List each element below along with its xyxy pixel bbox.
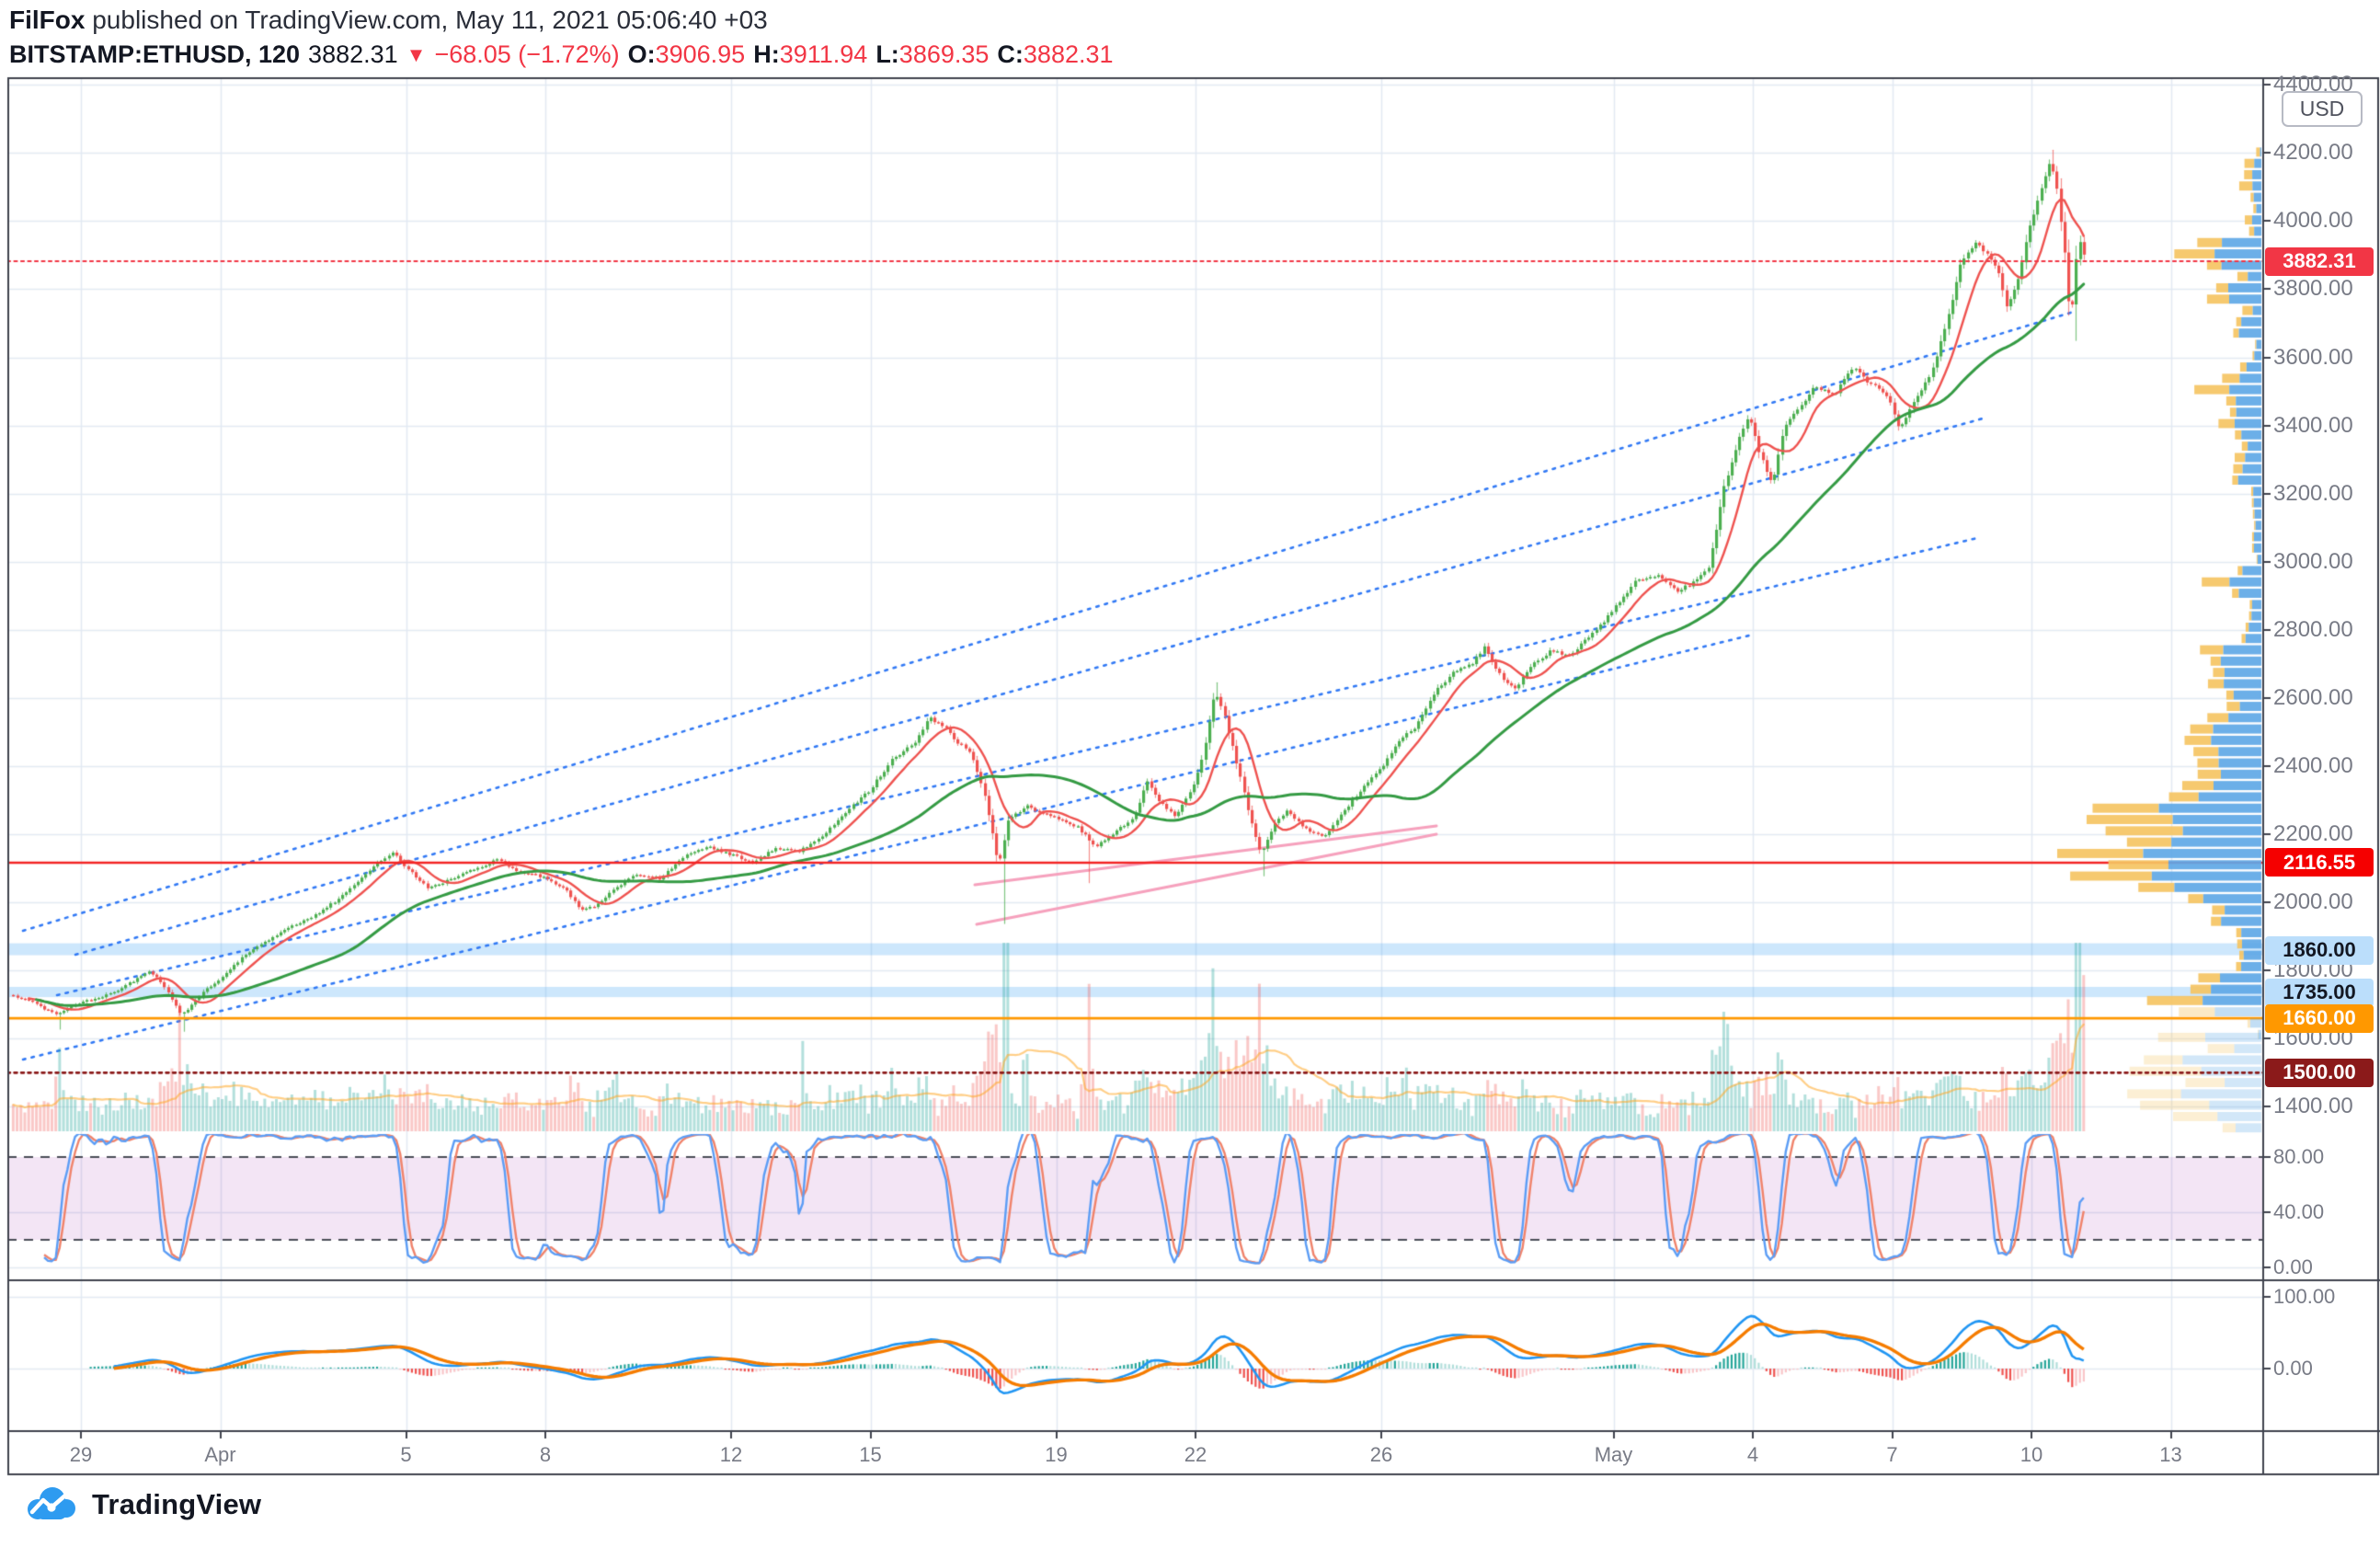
author-name: FilFox <box>9 6 86 34</box>
price-level-badge: 1735.00 <box>2265 978 2374 1007</box>
price-tick-label: 2000.00 <box>2273 889 2353 915</box>
ohlc-open: O:3906.95 <box>627 40 746 68</box>
footer: TradingView <box>24 1484 261 1525</box>
tradingview-logo-icon[interactable] <box>24 1484 81 1525</box>
time-tick-label: 7 <box>1886 1443 1898 1466</box>
stoch-tick-label: 80.00 <box>2273 1145 2325 1168</box>
price-level-badge: 3882.31 <box>2265 246 2374 276</box>
macd-tick-label: 0.00 <box>2273 1357 2313 1380</box>
time-tick-label: 8 <box>539 1443 552 1466</box>
time-tick-label: 19 <box>1045 1443 1068 1466</box>
symbol-name: BITSTAMP:ETHUSD, 120 <box>9 40 301 68</box>
price-tick-label: 3600.00 <box>2273 344 2353 370</box>
publish-line: FilFox published on TradingView.com, May… <box>9 6 1114 35</box>
price-level-badge: 1860.00 <box>2265 935 2374 965</box>
price-change: −68.05 (−1.72%) <box>434 40 620 68</box>
stoch-tick-label: 0.00 <box>2273 1255 2313 1278</box>
price-tick-label: 2600.00 <box>2273 684 2353 710</box>
price-level-badge: 1500.00 <box>2265 1058 2374 1087</box>
price-level-badge: 2116.55 <box>2265 848 2374 877</box>
price-tick-label: 3200.00 <box>2273 480 2353 506</box>
ohlc-close: C:3882.31 <box>997 40 1114 68</box>
time-tick-label: 13 <box>2159 1443 2182 1466</box>
price-level-badge: 1660.00 <box>2265 1003 2374 1033</box>
time-tick-label: 26 <box>1369 1443 1393 1466</box>
time-tick-label: 4 <box>1746 1443 1759 1466</box>
time-tick-label: May <box>1594 1443 1633 1466</box>
publish-info: published on TradingView.com, May 11, 20… <box>85 6 768 34</box>
time-tick-label: Apr <box>204 1443 236 1466</box>
price-tick-label: 3800.00 <box>2273 276 2353 302</box>
chart-header: FilFox published on TradingView.com, May… <box>9 6 1114 69</box>
time-tick-label: 29 <box>69 1443 93 1466</box>
price-tick-label: 2800.00 <box>2273 616 2353 642</box>
price-tick-label: 2400.00 <box>2273 753 2353 778</box>
price-tick-label: 4200.00 <box>2273 140 2353 166</box>
down-triangle-icon: ▼ <box>406 42 427 66</box>
last-price: 3882.31 <box>308 40 398 68</box>
stoch-tick-label: 40.00 <box>2273 1200 2325 1223</box>
symbol-line: BITSTAMP:ETHUSD, 120 3882.31 ▼ −68.05 (−… <box>9 40 1114 69</box>
ohlc-high: H:3911.94 <box>753 40 868 68</box>
price-tick-label: 1400.00 <box>2273 1094 2353 1119</box>
time-tick-label: 22 <box>1184 1443 1207 1466</box>
currency-badge[interactable]: USD <box>2282 91 2363 127</box>
ohlc-low: L:3869.35 <box>875 40 990 68</box>
price-tick-label: 3400.00 <box>2273 412 2353 438</box>
time-tick-label: 5 <box>400 1443 412 1466</box>
price-tick-label: 3000.00 <box>2273 548 2353 574</box>
time-tick-label: 15 <box>859 1443 882 1466</box>
time-tick-label: 12 <box>719 1443 743 1466</box>
price-tick-label: 2200.00 <box>2273 821 2353 847</box>
macd-tick-label: 100.00 <box>2273 1285 2336 1308</box>
price-tick-label: 4000.00 <box>2273 208 2353 234</box>
time-tick-label: 10 <box>2020 1443 2043 1466</box>
brand-name[interactable]: TradingView <box>92 1488 262 1520</box>
